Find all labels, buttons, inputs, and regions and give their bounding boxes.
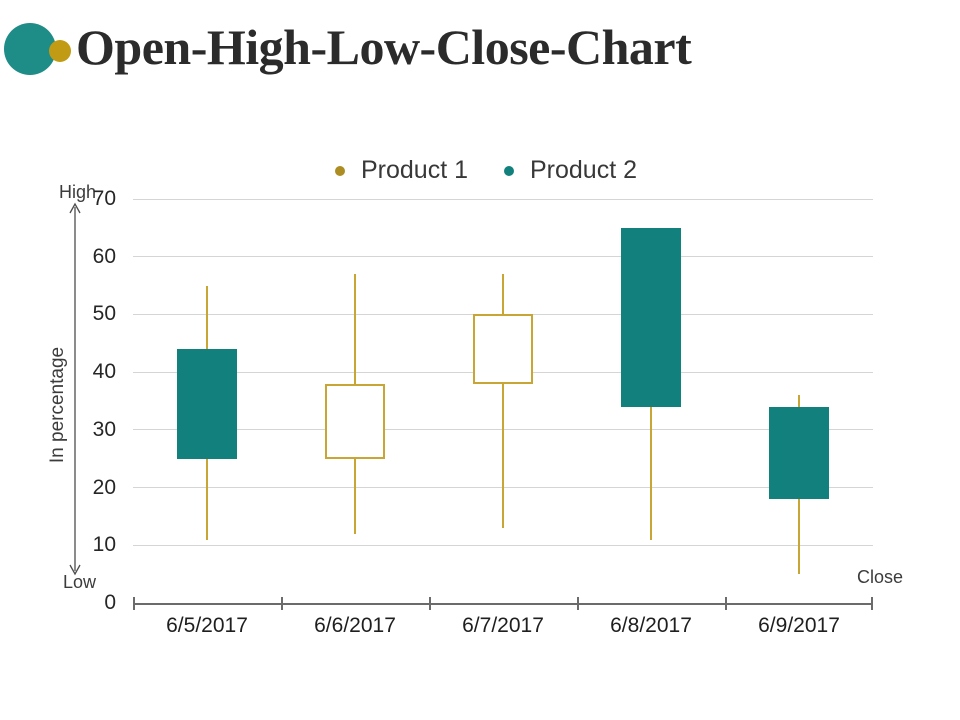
candle-body-6-5-2017 — [177, 349, 237, 459]
y-axis-tick-label: 20 — [92, 475, 116, 499]
x-axis-tick — [133, 597, 135, 610]
gridline-60 — [133, 256, 873, 258]
plot-area — [133, 198, 873, 610]
y-axis-tick-label: 60 — [92, 244, 116, 268]
x-axis-label: 6/9/2017 — [758, 614, 840, 637]
chart-legend: Product 1 Product 2 — [0, 156, 960, 185]
legend-item-product-2: Product 2 — [504, 156, 637, 185]
y-axis-tick-label: 50 — [92, 302, 116, 326]
x-axis-tick — [871, 597, 873, 610]
legend-marker-product-1-icon — [334, 165, 345, 176]
legend-marker-product-2-icon — [504, 165, 514, 176]
page-title: Open-High-Low-Close-Chart — [76, 19, 692, 75]
legend-label-product-2: Product 2 — [530, 156, 638, 184]
y-axis-tick-label: 70 — [92, 187, 116, 210]
gridline-10 — [133, 544, 873, 546]
decorative-circle-teal-icon — [4, 23, 56, 75]
decorative-circle-gold-icon — [49, 40, 71, 62]
legend-item-product-1: Product 1 — [334, 156, 468, 185]
x-axis-tick — [429, 597, 431, 610]
x-axis-label: 6/8/2017 — [610, 614, 692, 637]
y-axis-tick-label: 40 — [92, 360, 116, 384]
x-axis-tick — [725, 597, 727, 610]
candle-wick-6-7-2017 — [502, 274, 504, 528]
high-annotation: High — [58, 182, 96, 202]
candle-body-6-8-2017 — [621, 227, 681, 407]
candle-body-6-9-2017 — [769, 406, 829, 500]
candle-body-6-7-2017 — [473, 314, 533, 384]
x-axis-label: 6/6/2017 — [314, 614, 396, 637]
candle-body-6-6-2017 — [325, 383, 385, 459]
y-axis-tick-label: 10 — [92, 533, 116, 557]
x-axis-tick — [281, 597, 283, 610]
low-annotation: Low — [62, 572, 96, 592]
close-annotation: Close — [857, 567, 904, 587]
x-axis-label: 6/7/2017 — [462, 614, 544, 637]
y-axis-tick-label: 30 — [92, 417, 116, 441]
x-axis-tick — [577, 597, 579, 610]
legend-label-product-1: Product 1 — [360, 156, 468, 184]
high-low-range-arrow-icon — [69, 202, 81, 576]
gridline-70 — [133, 198, 873, 200]
x-axis-label: 6/5/2017 — [166, 614, 248, 637]
y-axis-tick-label: 0 — [104, 591, 116, 614]
